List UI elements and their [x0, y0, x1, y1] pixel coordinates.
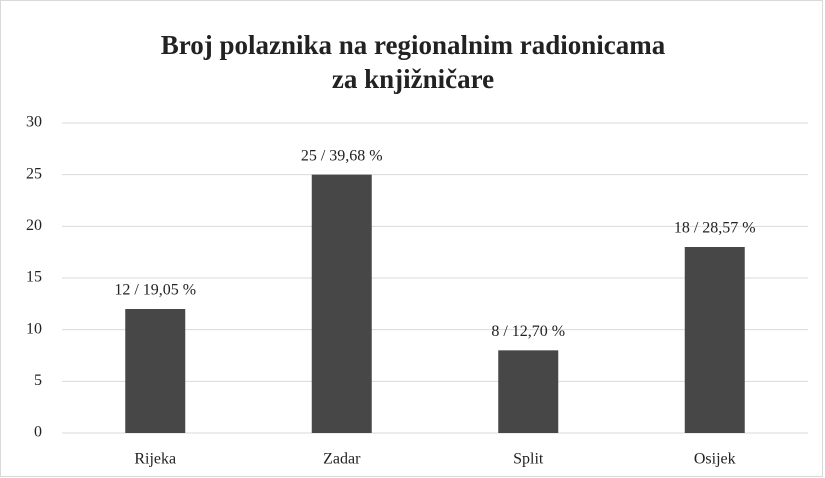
chart-title: Broj polaznika na regionalnim radionicam…	[161, 30, 666, 60]
bar	[684, 247, 745, 433]
bar	[311, 174, 372, 433]
data-label: 8 / 12,70 %	[491, 323, 565, 340]
chart-title: za knjižničare	[332, 64, 494, 94]
bar	[498, 350, 559, 433]
y-tick-label: 10	[26, 320, 42, 337]
data-label: 25 / 39,68 %	[301, 147, 383, 164]
y-tick-label: 15	[26, 269, 42, 286]
y-tick-label: 25	[26, 165, 42, 182]
y-tick-label: 20	[26, 217, 42, 234]
y-tick-label: 0	[34, 424, 42, 441]
y-tick-label: 5	[34, 372, 42, 389]
x-tick-label: Rijeka	[134, 451, 176, 468]
y-tick-label: 30	[26, 114, 42, 131]
bar	[125, 309, 186, 433]
data-label: 12 / 19,05 %	[114, 282, 196, 299]
data-label: 18 / 28,57 %	[674, 220, 756, 237]
x-tick-label: Osijek	[694, 451, 736, 468]
x-tick-label: Zadar	[323, 451, 361, 468]
x-tick-label: Split	[513, 451, 544, 468]
